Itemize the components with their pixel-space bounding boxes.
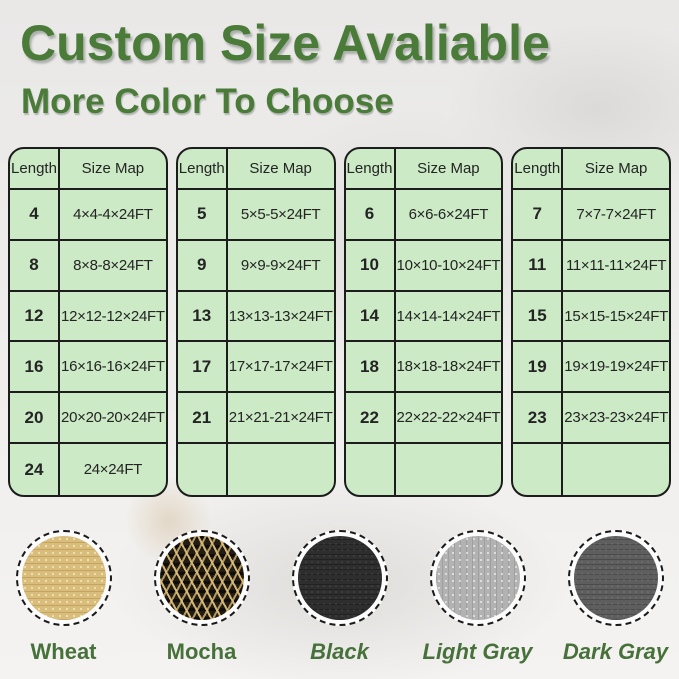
size-map-cell: 9×9-9×24FT — [227, 241, 334, 292]
mocha-label: Mocha — [166, 639, 237, 664]
size-map-cell: 13×13-13×24FT — [227, 292, 334, 343]
lightgray-fabric-icon — [435, 536, 520, 620]
black-swatch: Black — [291, 530, 388, 665]
length-cell — [178, 444, 228, 495]
lightgray-swatch-ring — [429, 530, 526, 626]
size-map-cell: 11×11-11×24FT — [563, 241, 669, 292]
size-map-cell: 5×5-5×24FT — [227, 190, 334, 241]
size-map-cell: 7×7-7×24FT — [563, 190, 669, 241]
size-map-cell: 10×10-10×24FT — [395, 241, 502, 292]
size-map-cell — [396, 444, 502, 495]
mocha-swatch-ring — [153, 530, 250, 626]
darkgray-swatch-ring — [567, 530, 664, 626]
length-cell: 5 — [177, 190, 228, 241]
length-cell: 12 — [10, 291, 60, 343]
length-cell: 23 — [513, 393, 564, 445]
darkgray-fabric-icon — [573, 536, 658, 620]
size-map-cell: 4×4-4×24FT — [60, 190, 166, 241]
wheat-label: Wheat — [30, 639, 97, 664]
length-cell: 21 — [177, 393, 228, 445]
size-map-column-header: Size Map — [563, 149, 669, 190]
size-map-cell: 19×19-19×24FT — [563, 342, 669, 394]
length-cell — [513, 444, 564, 495]
length-cell: 7 — [513, 190, 564, 241]
black-swatch-ring — [291, 530, 388, 626]
length-cell: 6 — [345, 190, 396, 241]
mocha-swatch: Mocha — [153, 530, 250, 665]
length-cell: 20 — [10, 393, 60, 445]
size-map-cell: 22×22-22×24FT — [395, 393, 502, 445]
length-cell: 18 — [345, 342, 396, 394]
size-map-cell: 17×17-17×24FT — [227, 342, 334, 394]
length-column-header: Length — [177, 149, 228, 190]
size-tables: Length Size Map 4 4×4-4×24FT 8 8×8-8×24FT 12 12… — [8, 147, 671, 497]
length-cell: 14 — [345, 291, 396, 343]
length-cell: 15 — [513, 291, 564, 343]
size-map-column-header: Size Map — [60, 149, 166, 190]
size-table-4: Length Size Map 7 7×7-7×24FT 11 11×11-11×24FT… — [511, 147, 671, 497]
wheat-swatch-ring — [15, 530, 112, 626]
size-map-cell: 15×15-15×24FT — [563, 292, 669, 343]
size-table-3: Length Size Map 6 6×6-6×24FT 10 10×10-10×24FT… — [343, 147, 504, 497]
wheat-fabric-icon — [21, 536, 106, 620]
size-map-cell — [563, 444, 669, 495]
size-table-2: Length Size Map 5 5×5-5×24FT 9 9×9-9×24FT 13 13… — [175, 147, 336, 497]
size-table-1: Length Size Map 4 4×4-4×24FT 8 8×8-8×24FT 12 12… — [8, 147, 168, 497]
size-map-column-header: Size Map — [227, 149, 334, 190]
size-map-cell: 8×8-8×24FT — [60, 241, 166, 292]
length-cell: 8 — [10, 240, 60, 292]
size-map-cell — [228, 444, 334, 495]
black-fabric-icon — [297, 536, 382, 620]
size-map-cell: 14×14-14×24FT — [395, 292, 502, 343]
length-column-header: Length — [10, 149, 60, 190]
length-cell: 11 — [513, 240, 564, 292]
length-cell: 10 — [345, 240, 396, 292]
length-column-header: Length — [345, 149, 396, 190]
length-cell: 19 — [513, 342, 564, 394]
length-cell — [346, 444, 396, 495]
lightgray-swatch: Light Gray — [423, 530, 533, 665]
size-map-cell: 6×6-6×24FT — [395, 190, 502, 241]
size-map-cell: 23×23-23×24FT — [563, 393, 669, 445]
size-map-cell: 18×18-18×24FT — [395, 342, 502, 394]
size-map-cell: 24×24FT — [83, 461, 143, 479]
size-map-column-header: Size Map — [395, 149, 502, 190]
size-map-cell: 20×20-20×24FT — [60, 393, 166, 445]
color-swatches: Wheat Mocha Black Light Gray Dark Gray — [0, 530, 679, 665]
length-cell: 9 — [177, 240, 228, 292]
darkgray-swatch: Dark Gray — [563, 530, 668, 665]
length-cell: 16 — [10, 342, 60, 394]
length-cell: 4 — [10, 190, 60, 241]
length-cell: 13 — [177, 291, 228, 343]
length-cell: 22 — [345, 393, 396, 445]
lightgray-label: Light Gray — [422, 639, 533, 664]
size-map-cell: 21×21-21×24FT — [227, 393, 334, 445]
size-map-cell: 16×16-16×24FT — [60, 342, 166, 394]
black-label: Black — [310, 639, 369, 664]
length-column-header: Length — [513, 149, 564, 190]
page-subtitle: More Color To Choose — [21, 82, 394, 121]
size-map-cell: 12×12-12×24FT — [60, 292, 166, 343]
mocha-fabric-icon — [159, 536, 244, 620]
length-cell: 17 — [177, 342, 228, 394]
wheat-swatch: Wheat — [15, 530, 112, 665]
length-cell: 24 — [10, 444, 60, 495]
darkgray-label: Dark Gray — [562, 639, 669, 664]
page-title: Custom Size Avaliable — [20, 15, 550, 71]
